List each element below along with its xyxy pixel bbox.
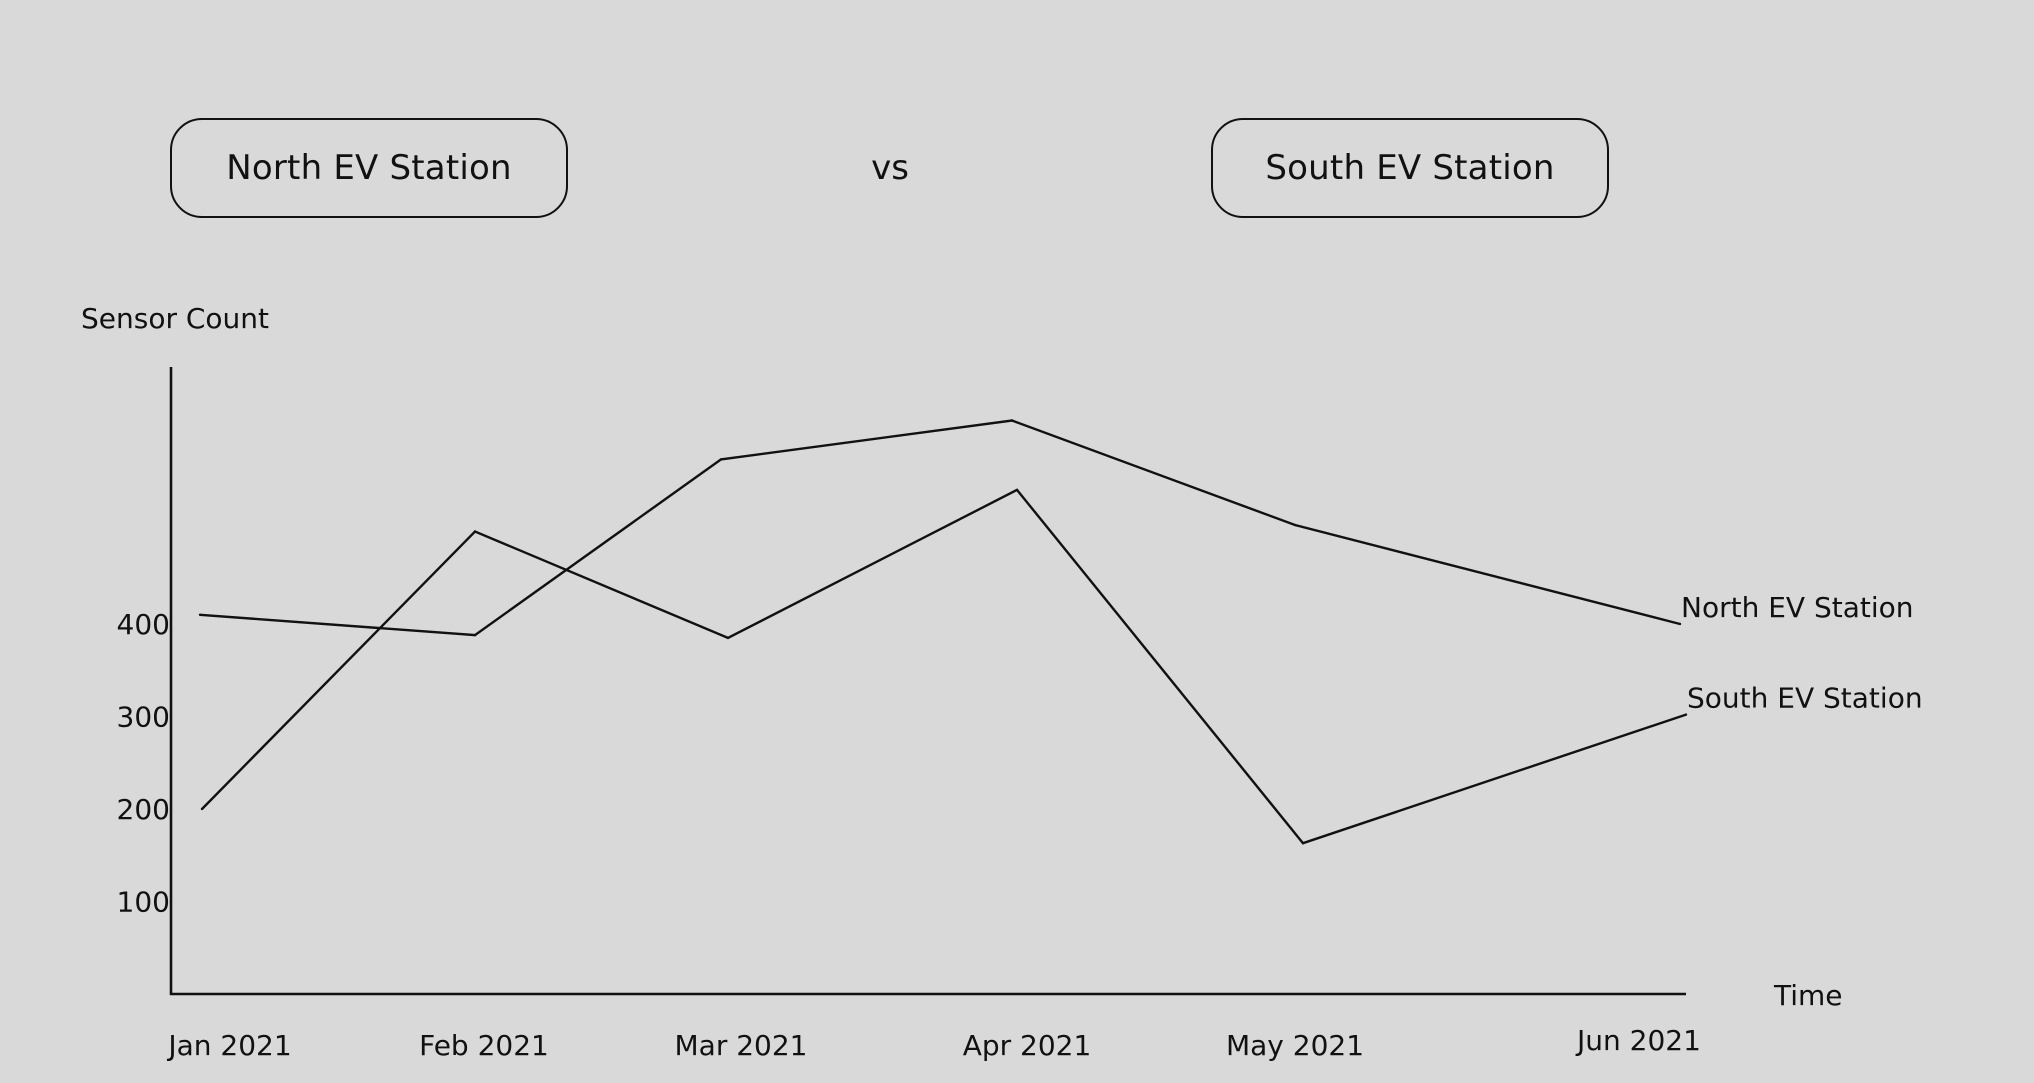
x-tick-labels: Jan 2021 Feb 2021 Mar 2021 Apr 2021 May 2021… — [166, 1024, 1701, 1062]
x-tick-label: May 2021 — [1226, 1029, 1364, 1062]
vs-label: vs — [871, 148, 909, 188]
series-line-north — [199, 419, 1681, 637]
series-lines — [198, 419, 1688, 845]
x-axis-label: Time — [1773, 979, 1843, 1012]
x-tick-label: Mar 2021 — [675, 1029, 808, 1062]
y-tick-label: 300 — [117, 701, 170, 734]
series-line-south — [201, 488, 1687, 845]
data-point — [1015, 488, 1019, 492]
x-tick-label: Feb 2021 — [419, 1029, 549, 1062]
north-station-button[interactable]: North EV Station — [170, 118, 568, 218]
y-tick-labels: 100 200 300 400 — [117, 608, 170, 919]
x-tick-label: Jun 2021 — [1575, 1024, 1701, 1057]
y-tick-label: 200 — [117, 793, 170, 826]
data-point — [200, 807, 204, 811]
y-tick-label: 400 — [117, 608, 170, 641]
data-point — [473, 633, 477, 637]
data-point — [1010, 419, 1014, 422]
x-tick-label: Jan 2021 — [166, 1029, 291, 1062]
y-axis-label: Sensor Count — [81, 302, 269, 335]
x-tick-label: Apr 2021 — [963, 1029, 1092, 1062]
series-labels: North EV Station South EV Station — [1681, 591, 1923, 715]
data-point — [1301, 842, 1305, 845]
south-station-button[interactable]: South EV Station — [1211, 118, 1609, 218]
series-label-north: North EV Station — [1681, 591, 1914, 624]
data-point — [719, 458, 723, 461]
data-point — [473, 530, 477, 533]
data-point — [1684, 713, 1688, 716]
data-point — [1678, 622, 1682, 626]
y-tick-label: 100 — [117, 886, 170, 919]
data-point — [1293, 523, 1297, 527]
data-point — [198, 613, 202, 616]
data-point — [726, 636, 730, 640]
chart-axes: Sensor Count Time — [81, 302, 1843, 1012]
series-label-south: South EV Station — [1687, 682, 1923, 715]
